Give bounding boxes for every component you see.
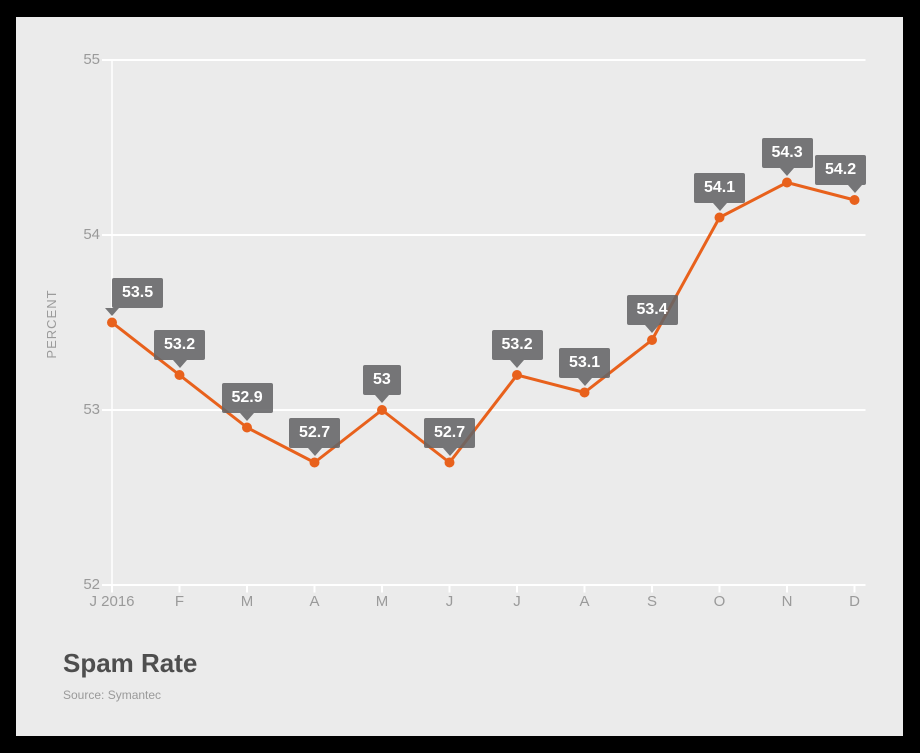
x-tick-label: O [713, 593, 726, 610]
x-tick-label: M [240, 593, 254, 610]
x-tick-label: A [309, 593, 320, 610]
y-tick-label: 55 [83, 51, 100, 68]
data-point[interactable] [444, 457, 455, 468]
tooltip-pointer-icon [780, 167, 794, 176]
tooltip-pointer-icon [847, 185, 862, 193]
x-tick-label: N [781, 593, 793, 610]
y-tick-label: 52 [83, 576, 100, 593]
x-tick-label: J [513, 593, 521, 610]
tooltip-pointer-icon [577, 377, 592, 386]
data-label: 53.2 [491, 330, 543, 368]
data-label: 52.7 [289, 417, 341, 456]
data-label: 54.3 [761, 137, 813, 176]
tooltip-pointer-icon [240, 412, 254, 421]
data-point[interactable] [579, 387, 590, 398]
data-label: 53.4 [626, 295, 678, 333]
data-label: 53.2 [154, 330, 206, 368]
x-tick-label: F [174, 593, 185, 610]
y-axis-title: PERCENT [44, 289, 59, 359]
data-line [111, 181, 855, 464]
data-point[interactable] [377, 405, 387, 415]
data-label: 53.1 [559, 347, 611, 386]
x-tick-label: M [375, 593, 389, 610]
tooltip-pointer-icon [712, 202, 727, 211]
tooltip-pointer-icon [510, 360, 524, 368]
x-tick-label: S [646, 593, 658, 610]
data-point[interactable] [174, 370, 185, 380]
tooltip-pointer-icon [442, 447, 457, 456]
data-point[interactable] [714, 212, 725, 223]
y-tick-label: 54 [83, 226, 100, 243]
data-point[interactable] [647, 335, 657, 345]
chart-panel [16, 17, 903, 736]
data-label: 54.1 [694, 172, 746, 211]
tooltip-pointer-icon [645, 325, 659, 333]
chart-title: Spam Rate [63, 648, 198, 678]
x-tick-label: J [445, 593, 454, 610]
tooltip-pointer-icon [307, 447, 322, 456]
data-label: 52.7 [424, 417, 476, 456]
x-tick-label: D [849, 593, 860, 610]
data-label: 53.5 [105, 277, 164, 316]
data-label: 53 [363, 365, 401, 403]
data-point[interactable] [512, 370, 522, 380]
y-tick-label: 53 [83, 401, 100, 418]
data-point[interactable] [782, 177, 792, 188]
tooltip-pointer-icon [105, 307, 119, 316]
x-tick-label: A [579, 593, 590, 610]
data-label: 52.9 [221, 382, 273, 421]
x-tick-label: J 2016 [89, 593, 135, 610]
data-point[interactable] [107, 317, 117, 328]
tooltip-pointer-icon [172, 360, 187, 368]
data-label: 54.2 [815, 155, 867, 193]
data-point[interactable] [242, 422, 252, 433]
tooltip-pointer-icon [375, 395, 389, 403]
data-point[interactable] [849, 195, 860, 205]
data-point[interactable] [309, 457, 320, 468]
chart-source: Source: Symantec [63, 688, 162, 702]
